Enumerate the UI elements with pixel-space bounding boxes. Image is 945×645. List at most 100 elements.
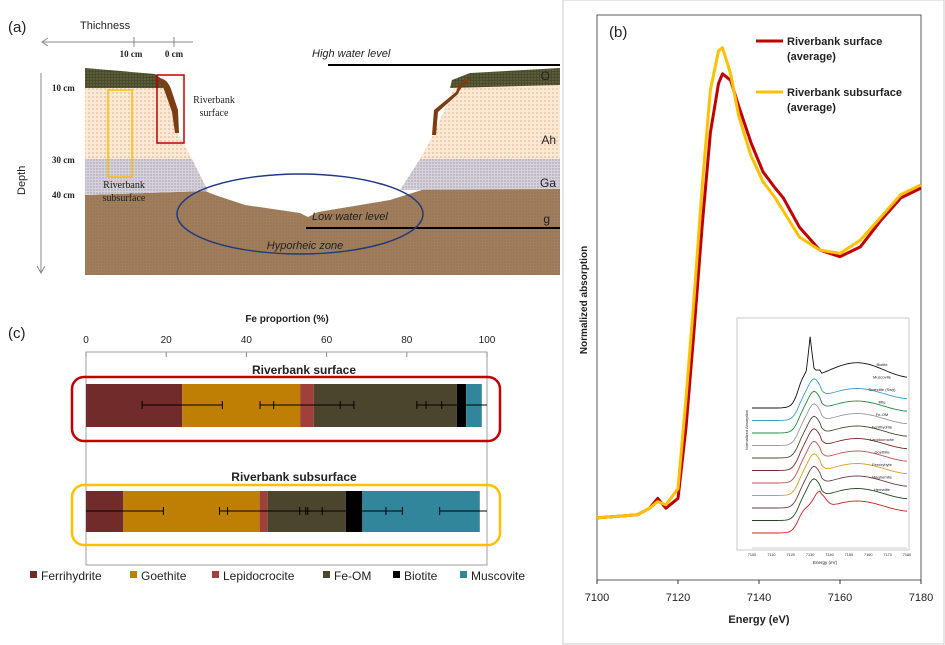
surface-sample-box bbox=[156, 74, 185, 144]
horizon-label: Ah bbox=[541, 133, 556, 147]
bar-legend: Ferrihydrite Goethite Lepidocrocite Fe-OM Bi… bbox=[30, 569, 525, 583]
panel-b-chart: (b) 7100 7120 7140 7160 7180 Energy (eV) Nor… bbox=[562, 0, 945, 645]
category-label: Riverbank subsurface bbox=[231, 470, 357, 484]
reference-spectrum-line bbox=[752, 465, 908, 509]
legend-swatch bbox=[30, 571, 37, 578]
horizon-g bbox=[85, 189, 560, 275]
horizon-label: O bbox=[541, 69, 550, 83]
inset-x-label: Energy (eV) bbox=[813, 560, 838, 565]
horizon-ga-right bbox=[400, 159, 560, 190]
horizon-ah-right bbox=[420, 85, 560, 159]
bar-series bbox=[86, 384, 487, 532]
reference-spectrum-line bbox=[752, 440, 908, 484]
legend-label: Fe-OM bbox=[334, 569, 371, 583]
subsurface-label: Riverbank bbox=[103, 180, 145, 191]
inset-x-tick-label: 7120 bbox=[787, 553, 795, 557]
subsurface-sample-box bbox=[107, 89, 133, 178]
x-tick-label: 80 bbox=[401, 335, 413, 346]
bar-chart-title: Fe proportion (%) bbox=[245, 314, 328, 325]
legend-label: Goethite bbox=[141, 569, 187, 583]
reference-spectrum-line bbox=[752, 490, 908, 534]
panel-c-label: (c) bbox=[8, 325, 26, 342]
bar-plot-area bbox=[85, 351, 488, 566]
panel-a-label: (a) bbox=[8, 19, 26, 36]
xanes-x-label: Energy (eV) bbox=[728, 614, 789, 626]
xanes-series-line bbox=[596, 46, 922, 520]
roots-left bbox=[158, 78, 179, 133]
reference-label: Ferrihydrite bbox=[872, 425, 893, 430]
horizon-ga-left bbox=[85, 159, 208, 195]
x-tick-label: 100 bbox=[479, 335, 496, 346]
legend-swatch bbox=[460, 571, 467, 578]
legend-label: Riverbank surface bbox=[787, 36, 882, 48]
panel-a-diagram: (a) Thichness 10 cm 0 cm Depth 10 cm 30 … bbox=[8, 19, 560, 275]
reference-label: Lepidocrocite bbox=[870, 437, 895, 442]
reference-label: Muscovite bbox=[873, 375, 892, 380]
reference-label: Biotite bbox=[876, 362, 888, 367]
x-tick-label: 7100 bbox=[585, 592, 609, 604]
legend-label: Riverbank subsurface bbox=[787, 87, 902, 99]
panel-c-chart: (c) Fe proportion (%) 0 20 40 60 80 100 River… bbox=[8, 314, 525, 583]
legend-swatch bbox=[130, 571, 137, 578]
inset-x-tick-label: 7180 bbox=[903, 553, 911, 557]
x-tick-label: 7160 bbox=[828, 592, 852, 604]
inset-x-tick-label: 7170 bbox=[883, 553, 891, 557]
reference-inset: Biotite Muscovite Smectite (Swy) Illite Fe-O… bbox=[736, 317, 911, 565]
x-tick-label: 40 bbox=[241, 335, 253, 346]
panel-b-label: (b) bbox=[609, 24, 627, 41]
xanes-legend: Riverbank surface (average) Riverbank su… bbox=[756, 36, 902, 114]
reference-spectrum-line bbox=[752, 428, 908, 471]
legend-label: (average) bbox=[787, 51, 836, 63]
reference-spectrum-line bbox=[752, 403, 908, 446]
inset-x-tick-label: 7100 bbox=[748, 553, 756, 557]
hyporheic-zone bbox=[176, 173, 424, 255]
reference-spectrum-line bbox=[752, 453, 908, 496]
inset-x-tick-label: 7150 bbox=[845, 553, 853, 557]
reference-spectrum-line bbox=[752, 478, 908, 521]
horizon-label: Ga bbox=[540, 176, 556, 190]
xanes-x-ticks: 7100 7120 7140 7160 7180 bbox=[585, 580, 933, 604]
legend-swatch bbox=[212, 571, 219, 578]
category-label: Riverbank surface bbox=[252, 363, 356, 377]
horizon-label: g bbox=[543, 212, 550, 226]
panel-b-frame bbox=[562, 0, 945, 645]
x-tick-label: 20 bbox=[161, 335, 173, 346]
surface-label: Riverbank bbox=[193, 95, 235, 106]
surface-outline bbox=[70, 375, 502, 443]
reference-label: Maghemite bbox=[872, 475, 893, 480]
subsurface-label: subsurface bbox=[103, 193, 146, 204]
legend-label: (average) bbox=[787, 102, 836, 114]
legend-swatch bbox=[393, 571, 400, 578]
depth-label: Depth bbox=[16, 166, 28, 195]
legend-label: Muscovite bbox=[471, 569, 525, 583]
x-tick-label: 7120 bbox=[666, 592, 690, 604]
thickness-tick: 0 cm bbox=[165, 49, 184, 59]
reference-label: Goethite bbox=[874, 450, 890, 455]
horizon-ah-left bbox=[85, 87, 192, 159]
depth-tick: 30 cm bbox=[52, 155, 75, 165]
horizon-o-left bbox=[85, 68, 168, 88]
inset-x-tick-label: 7130 bbox=[806, 553, 814, 557]
low-water-label: Low water level bbox=[312, 211, 388, 223]
reference-label: Feroxyhyte bbox=[872, 462, 893, 467]
horizon-o-right bbox=[450, 68, 560, 88]
depth-arrow bbox=[36, 73, 46, 275]
surface-label: surface bbox=[200, 108, 229, 119]
inset-x-tick-label: 7140 bbox=[825, 553, 833, 557]
depth-tick: 10 cm bbox=[52, 83, 75, 93]
xanes-y-label: Normalized absorption bbox=[579, 246, 590, 354]
reference-label: Illite bbox=[878, 400, 886, 405]
xanes-lines bbox=[596, 46, 922, 520]
reference-spectrum-line bbox=[752, 415, 908, 459]
reference-spectrum-line bbox=[752, 378, 908, 421]
bar-x-ticks: 0 20 40 60 80 100 bbox=[83, 335, 496, 357]
x-tick-label: 7180 bbox=[909, 592, 933, 604]
reference-label: Hematite bbox=[874, 487, 891, 492]
high-water-label: High water level bbox=[312, 48, 391, 60]
legend-label: Lepidocrocite bbox=[223, 569, 295, 583]
thickness-arrow bbox=[41, 37, 193, 47]
thickness-label: Thichness bbox=[80, 20, 131, 32]
inset-x-tick-label: 7160 bbox=[864, 553, 872, 557]
reference-label: Fe-OM bbox=[876, 412, 888, 417]
